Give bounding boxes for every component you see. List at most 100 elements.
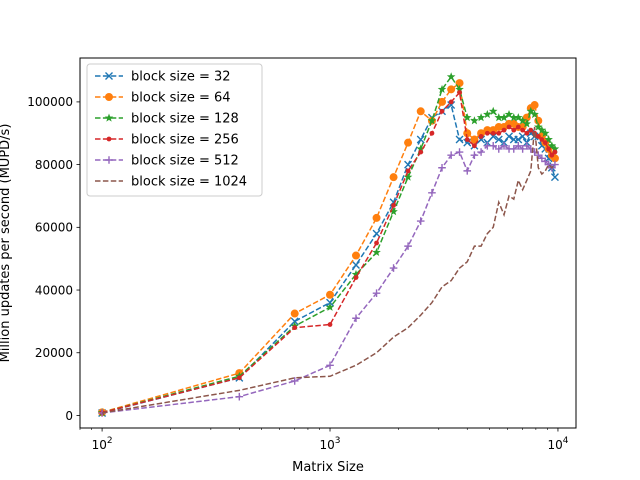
series-5-point [389, 264, 398, 272]
y-tick-label: 40000 [35, 283, 73, 297]
series-3-point [522, 119, 532, 128]
series-5-point [404, 242, 412, 250]
y-tick-label: 80000 [35, 158, 73, 172]
y-tick-label: 100000 [27, 95, 73, 109]
legend-item: block size = 128 [95, 112, 239, 127]
series-1-point [550, 173, 559, 182]
legend-marker [105, 156, 113, 164]
series-5-point [518, 145, 527, 153]
series-1-point [455, 135, 464, 144]
series-3-point [488, 106, 498, 115]
series-4-point [549, 152, 555, 158]
axes-frame [79, 57, 577, 429]
series-4-point [418, 149, 424, 155]
series-3-point [494, 113, 504, 122]
series-1-point [351, 260, 360, 269]
legend-box [86, 63, 263, 197]
series-4-point [501, 127, 507, 133]
series-2-point [389, 173, 398, 182]
series-3-point [416, 144, 425, 153]
series-3-point [470, 116, 479, 125]
series-4-point [429, 130, 435, 136]
series-4-point [478, 133, 484, 139]
series-5-point [235, 392, 244, 401]
series-6 [101, 126, 556, 414]
series-1-point [494, 135, 503, 144]
series-2-point [447, 85, 456, 94]
series-3-point [514, 113, 523, 122]
series-3-point [499, 113, 509, 122]
legend-marker [104, 113, 114, 122]
series-5-point [509, 145, 518, 153]
series-4-point [539, 137, 545, 142]
legend-label: block size = 1024 [131, 175, 247, 190]
legend-label: block size = 32 [131, 70, 231, 85]
series-5-point [352, 314, 360, 323]
series-4-point [552, 149, 558, 155]
series-1-point [489, 132, 498, 141]
series-5-point [514, 141, 523, 150]
series-5-point [477, 148, 485, 156]
series-4-point [448, 99, 454, 105]
series-1-point [290, 317, 299, 326]
series-3-point [504, 109, 514, 119]
series-5-point [428, 189, 436, 197]
legend-label: block size = 64 [131, 91, 231, 106]
legend-item: block size = 256 [95, 133, 239, 148]
series-3-point [427, 116, 437, 125]
series-3-point [403, 172, 413, 181]
series-5-point [522, 141, 531, 150]
series-4-point [524, 130, 530, 136]
series-2-point [326, 290, 335, 299]
series-4-point [511, 127, 517, 133]
series-3-point [530, 109, 539, 119]
series-5-point [416, 217, 425, 225]
series-3-point [462, 113, 472, 122]
series-1-point [463, 138, 472, 147]
series-3-point [351, 269, 361, 278]
series-1-point [372, 229, 381, 238]
x-tick-label: 104 [547, 436, 568, 452]
series-4 [99, 90, 558, 416]
legend-marker [105, 93, 113, 101]
series-3-point [389, 207, 398, 216]
legend-label: block size = 512 [131, 154, 239, 169]
series-4-point [490, 130, 496, 136]
y-tick-label: 0 [65, 409, 73, 423]
series-3-point [509, 113, 519, 122]
series-4-point [496, 130, 502, 136]
legend-marker [105, 72, 113, 80]
series-3 [97, 72, 560, 417]
series-3-point [550, 144, 560, 153]
series-5-point [489, 141, 498, 150]
series-2-point [372, 213, 381, 222]
series-3-point [537, 125, 547, 134]
series-3-point [476, 113, 486, 122]
legend-item: block size = 32 [95, 70, 231, 85]
x-tick-label: 102 [92, 436, 113, 452]
series-5-point [463, 167, 472, 175]
x-axis-label: Matrix Size [292, 460, 364, 475]
series-2-point [530, 101, 539, 110]
series-4-point [520, 127, 526, 133]
series-4-point [535, 133, 541, 139]
series-3-point [547, 141, 557, 150]
series-4-point [391, 202, 396, 208]
series-3-point [455, 84, 464, 93]
series-2-point [416, 107, 425, 116]
series-5-point [438, 163, 446, 172]
series-1-point [447, 101, 456, 110]
series-layer [97, 72, 560, 417]
series-4-point [542, 140, 548, 146]
series-1-point [416, 135, 425, 144]
series-3-point [372, 247, 381, 257]
series-5-point [494, 145, 503, 153]
series-4-point [546, 146, 552, 152]
series-4-point [464, 137, 470, 142]
series-4-point [439, 108, 445, 114]
series-4-point [506, 124, 512, 130]
series-3-point [534, 122, 543, 131]
legend-marker [106, 136, 112, 142]
y-tick-label: 60000 [35, 221, 73, 235]
